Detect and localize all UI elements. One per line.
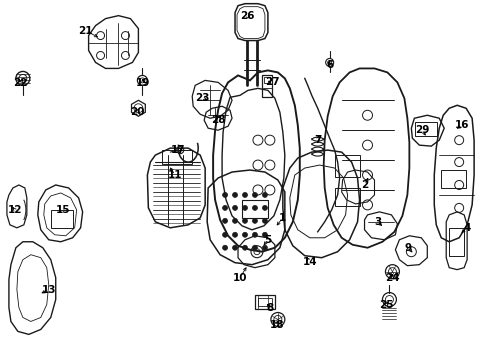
- Bar: [334, 155, 359, 177]
- Circle shape: [222, 193, 227, 197]
- Text: 29: 29: [414, 125, 428, 135]
- Text: 9: 9: [404, 243, 411, 253]
- Text: 23: 23: [195, 93, 209, 103]
- Bar: [162, 150, 192, 164]
- Text: 20: 20: [130, 107, 144, 117]
- Text: 15: 15: [55, 205, 70, 215]
- Circle shape: [252, 232, 257, 237]
- Circle shape: [232, 206, 237, 210]
- Text: 4: 4: [463, 223, 470, 233]
- Circle shape: [222, 206, 227, 210]
- Text: 19: 19: [136, 78, 150, 88]
- Circle shape: [252, 193, 257, 197]
- Circle shape: [232, 193, 237, 197]
- Circle shape: [262, 219, 267, 223]
- Circle shape: [252, 206, 257, 210]
- Text: 12: 12: [8, 205, 22, 215]
- Text: 10: 10: [232, 273, 247, 283]
- Text: 28: 28: [210, 115, 225, 125]
- Circle shape: [242, 245, 247, 250]
- Text: 3: 3: [373, 217, 380, 227]
- Text: 25: 25: [378, 300, 393, 310]
- Text: 17: 17: [171, 145, 185, 155]
- Circle shape: [222, 219, 227, 223]
- Circle shape: [242, 206, 247, 210]
- Circle shape: [232, 219, 237, 223]
- Circle shape: [252, 219, 257, 223]
- Circle shape: [222, 232, 227, 237]
- Text: 1: 1: [279, 213, 286, 223]
- Text: 26: 26: [239, 11, 254, 21]
- Circle shape: [262, 245, 267, 250]
- Circle shape: [262, 232, 267, 237]
- Text: 27: 27: [265, 77, 280, 87]
- Bar: [258, 298, 271, 306]
- Circle shape: [232, 232, 237, 237]
- Circle shape: [252, 245, 257, 250]
- Text: 22: 22: [14, 78, 28, 88]
- Text: 6: 6: [325, 60, 333, 71]
- Circle shape: [262, 193, 267, 197]
- Text: 24: 24: [385, 273, 399, 283]
- Text: 5: 5: [264, 235, 271, 245]
- Bar: [242, 200, 267, 218]
- Circle shape: [232, 245, 237, 250]
- Bar: [254, 294, 274, 309]
- Text: 8: 8: [266, 302, 273, 312]
- Bar: [51, 210, 73, 228]
- Bar: [262, 75, 271, 97]
- Text: 13: 13: [41, 284, 56, 294]
- Text: 16: 16: [454, 120, 468, 130]
- Circle shape: [242, 232, 247, 237]
- Bar: [440, 170, 465, 188]
- Bar: [448, 228, 463, 256]
- Text: 7: 7: [313, 135, 321, 145]
- Bar: [414, 122, 436, 136]
- Circle shape: [222, 245, 227, 250]
- Bar: [264, 77, 269, 84]
- Text: 14: 14: [302, 257, 316, 267]
- Circle shape: [242, 193, 247, 197]
- Text: 11: 11: [168, 170, 182, 180]
- Text: 18: 18: [269, 320, 284, 330]
- Bar: [334, 188, 359, 206]
- Circle shape: [242, 219, 247, 223]
- Circle shape: [262, 206, 267, 210]
- Text: 21: 21: [78, 26, 93, 36]
- Text: 2: 2: [360, 180, 367, 190]
